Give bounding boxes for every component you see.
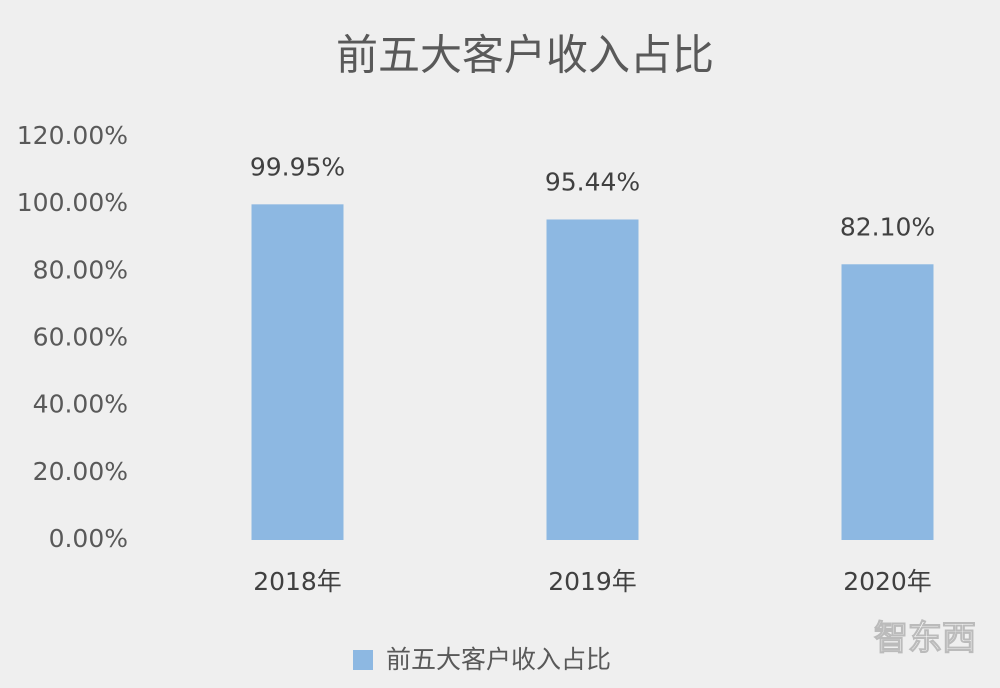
legend-swatch <box>353 650 373 670</box>
y-tick-label: 80.00% <box>33 255 128 284</box>
y-tick-label: 40.00% <box>33 390 128 419</box>
chart-title: 前五大客户收入占比 <box>336 31 714 80</box>
x-tick-label: 2018年 <box>253 567 342 596</box>
y-tick-label: 120.00% <box>17 121 128 150</box>
bar <box>546 219 639 541</box>
watermark: 智东西 <box>874 619 976 659</box>
legend-label: 前五大客户收入占比 <box>386 645 611 674</box>
data-label: 95.44% <box>545 167 640 196</box>
bar <box>251 204 344 540</box>
bar <box>841 264 934 540</box>
y-tick-label: 100.00% <box>17 188 128 217</box>
y-tick-label: 60.00% <box>33 323 128 352</box>
x-tick-label: 2020年 <box>843 567 932 596</box>
data-label: 99.95% <box>250 152 345 181</box>
data-label: 82.10% <box>840 212 935 241</box>
y-tick-label: 0.00% <box>49 524 128 553</box>
y-tick-label: 20.00% <box>33 457 128 486</box>
x-tick-label: 2019年 <box>548 567 637 596</box>
